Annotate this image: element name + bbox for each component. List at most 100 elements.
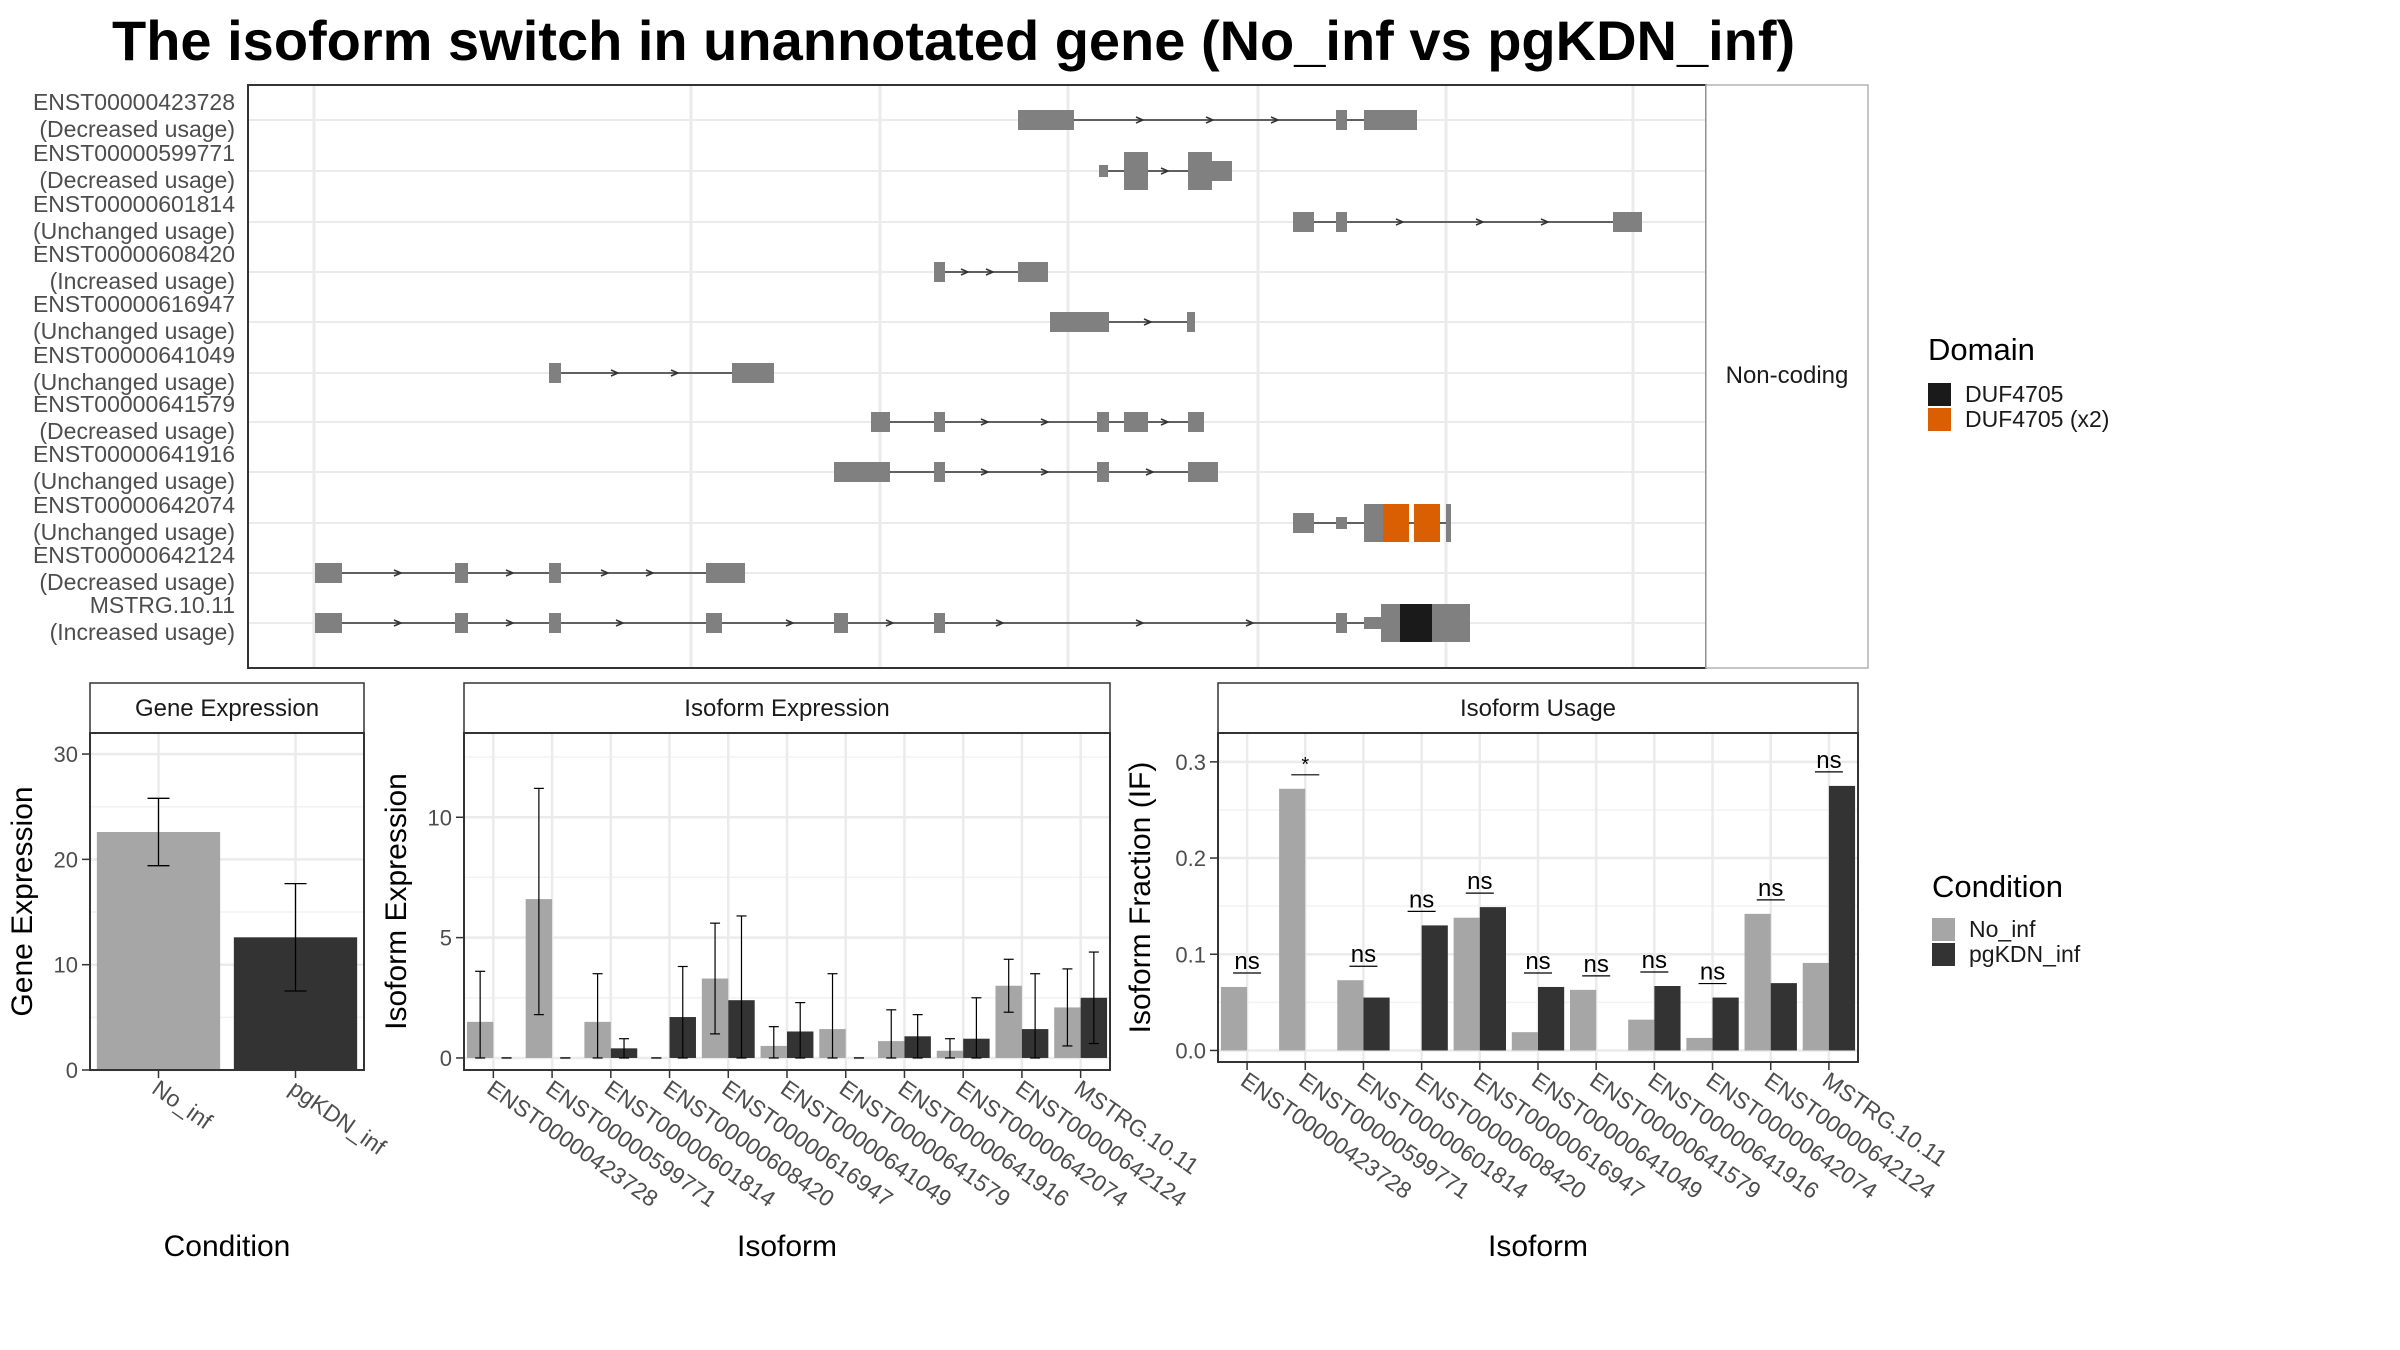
y-tick-label: 0.1 xyxy=(1175,942,1206,967)
strand-arrow xyxy=(670,369,680,377)
y-axis-title: Isoform Fraction (IF) xyxy=(1124,762,1157,1034)
strand-arrow xyxy=(505,619,515,627)
isoform-row-label: ENST00000641916 xyxy=(33,441,235,467)
exon xyxy=(1293,212,1314,232)
isoform-row-label: ENST00000642074 xyxy=(33,492,235,518)
bar xyxy=(1337,980,1364,1051)
exon xyxy=(315,563,342,583)
strand-arrow xyxy=(1040,418,1050,426)
exon xyxy=(706,563,745,583)
bar xyxy=(96,831,221,1070)
exon xyxy=(1364,617,1383,629)
significance-label: * xyxy=(1301,754,1309,776)
domain-legend-label: DUF4705 (x2) xyxy=(1965,406,2109,432)
bar xyxy=(1686,1037,1713,1051)
y-tick-label: 0.3 xyxy=(1175,750,1206,775)
exon xyxy=(934,262,945,282)
exon xyxy=(1364,504,1383,542)
exon xyxy=(549,563,561,583)
isoform-row-label: ENST00000423728 xyxy=(33,89,235,115)
significance-label: ns xyxy=(1351,941,1376,968)
exon xyxy=(834,462,890,482)
isoform-row-label: ENST00000599771 xyxy=(33,140,235,166)
condition-legend-swatch xyxy=(1932,943,1955,966)
figure-title: The isoform switch in unannotated gene (… xyxy=(112,9,1795,72)
domain-legend-swatch xyxy=(1928,408,1951,431)
exon xyxy=(1336,517,1347,529)
significance-label: ns xyxy=(1409,886,1434,913)
exon xyxy=(1018,110,1074,130)
isoform-row-usage: (Increased usage) xyxy=(50,268,235,294)
strand-arrow xyxy=(610,369,620,377)
strand-arrow xyxy=(1205,116,1215,124)
bar xyxy=(1712,997,1739,1051)
exon xyxy=(1018,262,1048,282)
exon xyxy=(1364,110,1417,130)
exon xyxy=(1187,312,1195,332)
isoform-row-label: ENST00000641579 xyxy=(33,391,235,417)
isoform-row-usage: (Decreased usage) xyxy=(39,569,235,595)
bar xyxy=(1479,907,1506,1051)
significance-label: ns xyxy=(1816,747,1841,774)
y-tick-label: 0 xyxy=(440,1046,452,1071)
isoform-row-usage: (Unchanged usage) xyxy=(33,318,235,344)
exon xyxy=(1446,504,1451,542)
panel-strip-title: Gene Expression xyxy=(135,695,319,722)
exon xyxy=(1124,412,1148,432)
strand-arrow xyxy=(960,268,970,276)
exon xyxy=(1124,152,1148,190)
bar xyxy=(1279,788,1306,1051)
strand-arrow xyxy=(985,268,995,276)
bar xyxy=(1453,917,1480,1051)
condition-legend-title: Condition xyxy=(1932,869,2063,904)
bar xyxy=(1628,1019,1655,1051)
domain-legend-swatch xyxy=(1928,383,1951,406)
strand-arrow xyxy=(1145,468,1155,476)
domain-duf4705-x2-a xyxy=(1383,504,1409,542)
bar xyxy=(1802,962,1829,1051)
bar xyxy=(1654,986,1681,1051)
exon xyxy=(1188,152,1212,190)
exon xyxy=(1188,412,1204,432)
isoform-row-usage: (Decreased usage) xyxy=(39,116,235,142)
exon xyxy=(1099,165,1108,177)
strand-arrow xyxy=(393,619,403,627)
exon xyxy=(1188,462,1218,482)
significance-label: ns xyxy=(1234,948,1259,975)
bar xyxy=(1828,785,1856,1051)
strand-arrow xyxy=(980,468,990,476)
isoform-row-usage: (Decreased usage) xyxy=(39,167,235,193)
isoform-row-label: ENST00000608420 xyxy=(33,241,235,267)
exon xyxy=(1336,110,1347,130)
exon xyxy=(1097,412,1109,432)
strand-arrow xyxy=(1160,418,1170,426)
domain-duf4705 xyxy=(1400,604,1432,642)
exon xyxy=(706,613,722,633)
bar xyxy=(1770,983,1797,1051)
exon xyxy=(934,613,945,633)
significance-label: ns xyxy=(1584,951,1609,978)
exon xyxy=(315,613,342,633)
panel-frame xyxy=(89,732,365,1071)
bar xyxy=(1744,913,1771,1051)
y-tick-label: 5 xyxy=(440,926,452,951)
bar xyxy=(1363,997,1390,1051)
isoform-row-usage: (Unchanged usage) xyxy=(33,218,235,244)
strand-arrow xyxy=(393,569,403,577)
strand-arrow xyxy=(1143,318,1153,326)
bar xyxy=(1538,986,1565,1051)
exon xyxy=(1293,513,1314,533)
y-tick-label: 10 xyxy=(428,805,452,830)
x-axis-title: Condition xyxy=(164,1230,291,1263)
isoform-row-label: ENST00000642124 xyxy=(33,542,235,568)
strand-arrow xyxy=(600,569,610,577)
strand-arrow xyxy=(645,569,655,577)
y-tick-label: 10 xyxy=(54,953,78,978)
y-tick-label: 20 xyxy=(54,847,78,872)
isoform-row-usage: (Increased usage) xyxy=(50,619,235,645)
exon xyxy=(455,563,468,583)
isoform-row-usage: (Unchanged usage) xyxy=(33,468,235,494)
exon xyxy=(1212,161,1232,181)
x-tick-label: No_inf xyxy=(148,1075,218,1135)
